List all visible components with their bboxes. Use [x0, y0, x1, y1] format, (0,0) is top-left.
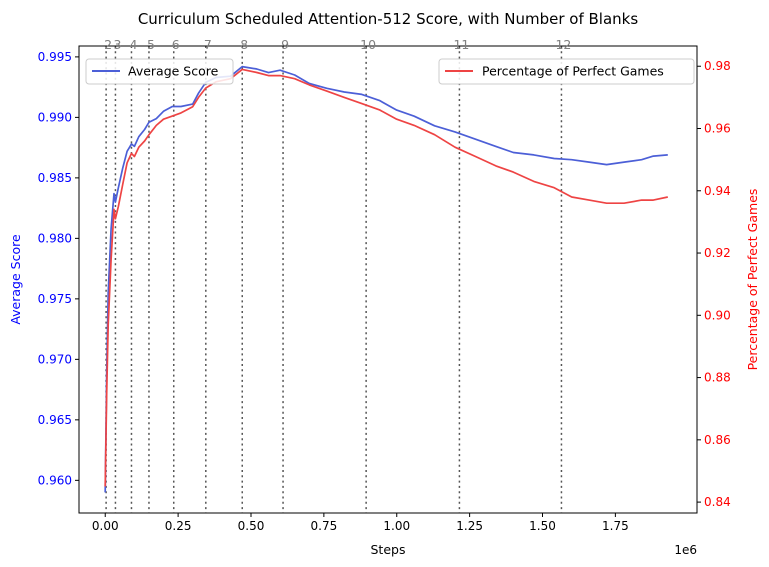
x-tick-label: 1.25 — [456, 519, 483, 533]
x-axis-offset-text: 1e6 — [674, 543, 697, 557]
x-tick-label: 0.75 — [311, 519, 338, 533]
blank-marker-label: 7 — [204, 37, 212, 52]
left-y-axis-label: Average Score — [8, 234, 23, 325]
blank-marker-label: 11 — [453, 37, 469, 52]
blank-marker-label: 3 — [113, 37, 121, 52]
left-y-tick-label: 0.965 — [38, 413, 72, 427]
legend-label: Percentage of Perfect Games — [482, 64, 664, 79]
left-y-axis: 0.960 0.965 0.970 0.975 0.980 0.985 0.990 0.995 — [38, 50, 79, 487]
blank-marker-label: 6 — [172, 37, 180, 52]
left-y-tick-label: 0.985 — [38, 171, 72, 185]
right-y-tick-label: 0.96 — [704, 122, 731, 136]
x-axis-label: Steps — [371, 542, 406, 557]
x-tick-label: 1.50 — [529, 519, 556, 533]
right-y-tick-label: 0.98 — [704, 59, 731, 73]
x-tick-label: 0.25 — [165, 519, 192, 533]
left-y-tick-label: 0.970 — [38, 352, 72, 366]
x-axis: 0.00 0.25 0.50 0.75 1.00 1.25 1.50 1.75 — [92, 513, 629, 533]
blank-marker-label: 4 — [129, 37, 137, 52]
x-tick-label: 0.00 — [92, 519, 119, 533]
left-y-tick-label: 0.975 — [38, 292, 72, 306]
series-layer — [104, 65, 668, 493]
left-y-tick-label: 0.990 — [38, 110, 72, 124]
legend-average-score: Average Score — [85, 58, 234, 85]
left-y-tick-label: 0.980 — [38, 231, 72, 245]
plot-frame — [78, 45, 698, 514]
average-score-line — [104, 65, 668, 493]
legend-perfect-games: Percentage of Perfect Games — [438, 58, 695, 85]
legend-box — [85, 58, 234, 85]
right-y-tick-label: 0.92 — [704, 246, 731, 260]
x-tick-label: 0.50 — [238, 519, 265, 533]
blank-marker-label: 8 — [240, 37, 248, 52]
right-y-axis: 0.84 0.86 0.88 0.90 0.92 0.94 0.96 0.98 — [697, 59, 731, 509]
right-y-tick-label: 0.90 — [704, 308, 731, 322]
right-y-tick-label: 0.88 — [704, 371, 731, 385]
blank-marker-label: 12 — [555, 37, 571, 52]
x-tick-label: 1.75 — [602, 519, 629, 533]
left-y-tick-label: 0.960 — [38, 473, 72, 487]
legend-label: Average Score — [128, 64, 219, 79]
blank-marker-label: 2 — [104, 37, 112, 52]
x-tick-label: 1.00 — [383, 519, 410, 533]
left-y-tick-label: 0.995 — [38, 50, 72, 64]
blank-marker-label: 9 — [281, 37, 289, 52]
right-y-axis-label: Percentage of Perfect Games — [745, 189, 760, 371]
right-y-tick-label: 0.86 — [704, 433, 731, 447]
blank-marker-labels: 2 3 4 5 6 7 8 9 10 11 12 — [104, 37, 571, 52]
blank-marker-label: 5 — [147, 37, 155, 52]
blank-marker-label: 10 — [360, 37, 376, 52]
perfect-games-line — [104, 68, 668, 487]
chart-title: Curriculum Scheduled Attention-512 Score… — [138, 10, 639, 28]
legend-box — [438, 58, 695, 85]
right-y-tick-label: 0.84 — [704, 495, 731, 509]
blank-marker-lines — [105, 46, 563, 513]
right-y-tick-label: 0.94 — [704, 184, 731, 198]
